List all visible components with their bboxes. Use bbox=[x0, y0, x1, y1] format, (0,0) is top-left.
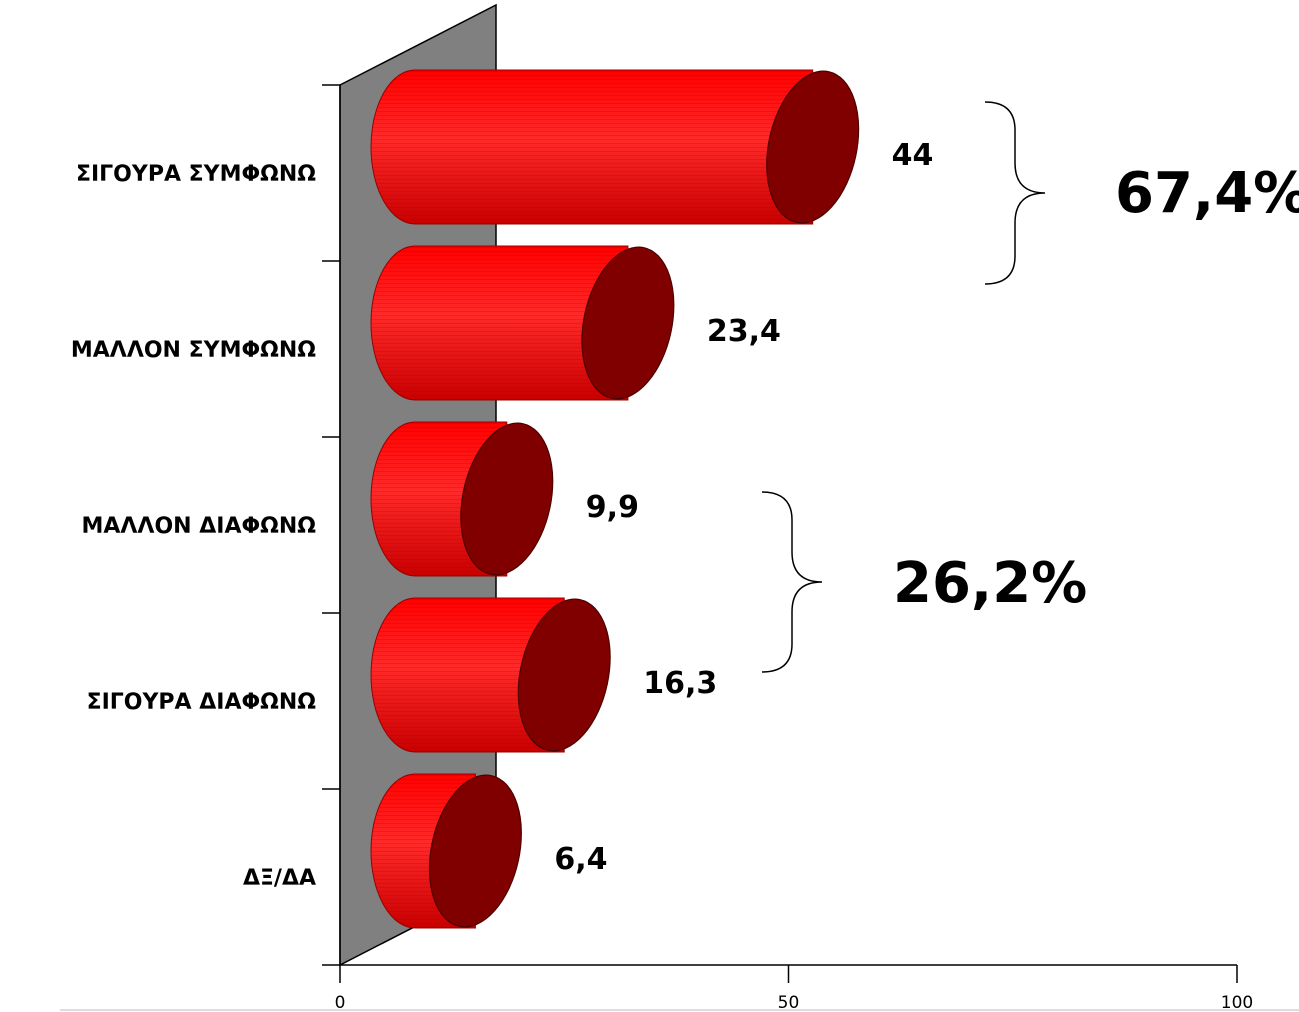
bar-end-cap bbox=[517, 598, 611, 752]
bar bbox=[370, 245, 675, 401]
x-tick-label: 100 bbox=[1221, 993, 1253, 1012]
group-total-label: 26,2% bbox=[893, 551, 1087, 616]
bar-shading bbox=[371, 246, 628, 400]
category-label: ΜΑΛΛΟΝ ΣΥΜΦΩΝΩ bbox=[71, 338, 316, 363]
value-label: 16,3 bbox=[643, 666, 717, 701]
bar-shading bbox=[371, 598, 565, 752]
bar bbox=[370, 773, 522, 929]
group-brace bbox=[984, 101, 1046, 285]
bar-end-cap bbox=[766, 70, 860, 224]
x-tick-label: 0 bbox=[335, 993, 346, 1012]
value-label: 23,4 bbox=[707, 314, 781, 349]
x-tick-label: 50 bbox=[778, 993, 800, 1012]
value-label: 9,9 bbox=[586, 490, 639, 525]
category-label: ΣΙΓΟΥΡΑ ΔΙΑΦΩΝΩ bbox=[87, 690, 317, 715]
bar-end-cap bbox=[581, 246, 675, 400]
category-label: ΜΑΛΛΟΝ ΔΙΑΦΩΝΩ bbox=[81, 514, 316, 539]
bar-shading bbox=[371, 70, 813, 224]
value-label: 44 bbox=[892, 138, 934, 173]
group-total-label: 67,4% bbox=[1115, 161, 1299, 226]
group-brace bbox=[761, 491, 823, 673]
bar-end-cap bbox=[428, 774, 522, 928]
bar bbox=[370, 421, 554, 577]
bar-end-cap bbox=[460, 422, 554, 576]
value-label: 6,4 bbox=[554, 842, 607, 877]
bar bbox=[370, 69, 860, 225]
category-label: ΣΙΓΟΥΡΑ ΣΥΜΦΩΝΩ bbox=[76, 162, 316, 187]
category-label: ΔΞ/ΔΑ bbox=[243, 866, 316, 891]
bar bbox=[370, 597, 611, 753]
